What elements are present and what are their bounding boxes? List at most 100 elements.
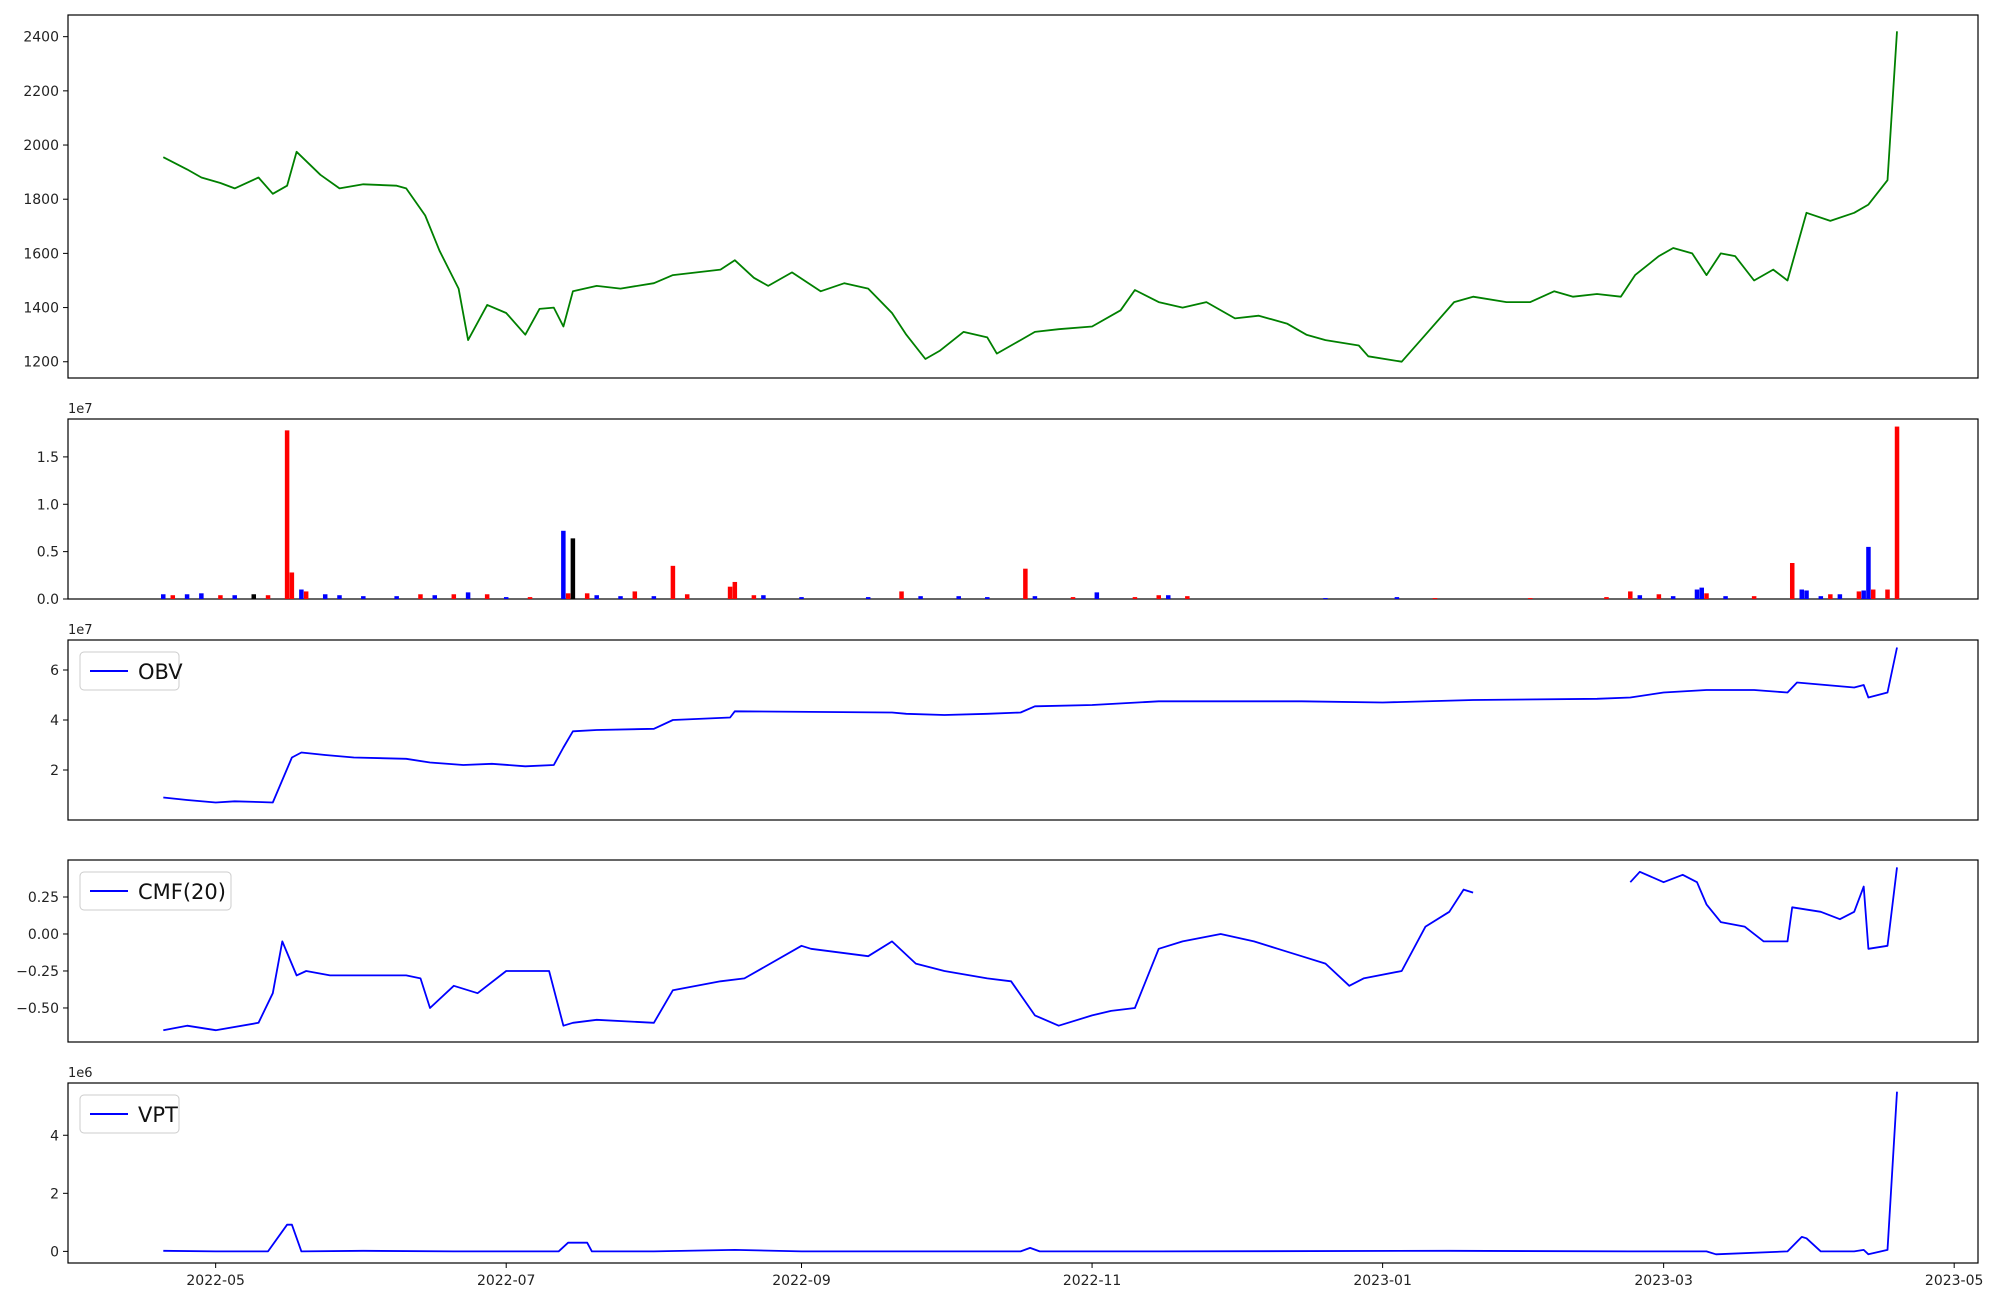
volume-bar [1023,568,1028,599]
volume-bar [1699,587,1704,599]
volume-multiplier: 1e7 [68,402,93,417]
cmf-series-line [163,888,1474,1032]
volume-bar [1432,598,1438,599]
xtick-label: 2022-11 [1063,1273,1122,1289]
volume-bar [484,594,490,599]
obv-series-line [163,647,1898,804]
price-series-line [162,31,1898,363]
price-ytick-label: 1400 [23,301,59,317]
volume-bar [1637,595,1643,599]
price-ytick-label: 1800 [23,192,59,208]
volume-bar [565,593,571,599]
cmf-ytick-label: 0.25 [28,890,59,906]
volume-bar [1789,563,1795,599]
xtick-label: 2022-09 [772,1273,831,1289]
volume-bar [1156,595,1161,599]
volume-bar [732,581,738,599]
volume-bar [1670,596,1676,599]
volume-bar [618,596,623,599]
volume-panel: 0.0 0.5 1.0 1.5 1e7 [37,402,1979,608]
volume-ytick-label: 0.5 [37,545,59,561]
obv-legend-box [79,651,180,691]
vpt-legend-box [79,1094,180,1134]
vpt-ytick-label: 4 [50,1128,59,1144]
vpt-ytick-label: 0 [50,1244,59,1260]
cmf-frame [67,859,1979,1043]
volume-bar [1837,594,1843,599]
volume-bar [1828,594,1833,599]
obv-legend: OBV [79,651,183,691]
volume-bar [170,595,176,599]
volume-bar [284,430,290,599]
volume-bar [451,594,457,599]
volume-bar [1870,589,1876,599]
volume-bar [918,596,923,599]
obv-legend-label: OBV [138,660,183,684]
vpt-legend-label: VPT [138,1103,178,1127]
price-ytick-label: 2200 [23,84,59,100]
volume-bar [1394,597,1400,599]
volume-ytick-label: 0.0 [37,592,59,608]
volume-ytick-label: 1.0 [37,497,59,513]
xtick-label: 2022-07 [477,1273,536,1289]
volume-bar [561,530,566,599]
price-panel: 1200 1400 1600 1800 2000 2200 2400 [23,14,1979,379]
volume-bar [1694,589,1700,599]
obv-frame [67,639,1979,821]
volume-bar [299,589,304,599]
vpt-multiplier: 1e6 [68,1066,93,1081]
volume-bar [1885,589,1890,599]
volume-bar [899,591,904,599]
volume-bar [1804,590,1809,599]
price-frame [67,14,1979,379]
volume-bar [199,593,204,599]
cmf-ytick-label: −0.50 [16,1001,59,1017]
cmf-legend-box [79,871,232,911]
volume-bar [1132,597,1138,599]
volume-bar [161,594,166,599]
vpt-frame [67,1082,1979,1264]
volume-bar [1704,593,1709,599]
volume-bar [1894,426,1900,599]
volume-bar [632,591,638,599]
volume-bar [1323,598,1328,599]
cmf-ytick-label: 0.00 [28,927,59,943]
price-ytick-label: 1200 [23,355,59,371]
obv-panel: 2 4 6 1e7 OBV [50,623,1979,821]
volume-bar [1628,591,1633,599]
volume-bar [570,538,576,599]
price-ytick-label: 2400 [23,30,59,46]
price-ytick-label: 2000 [23,138,59,154]
volume-bar [265,595,271,599]
volume-ytick-label: 1.5 [37,450,59,466]
volume-bar [361,596,366,599]
volume-bar [1856,591,1862,599]
volume-bar [594,595,599,599]
obv-ytick-label: 6 [50,663,59,679]
volume-bar [727,586,733,599]
volume-bar [218,595,223,599]
volume-bar [1751,596,1757,599]
volume-bar [799,597,804,599]
volume-bar [1861,590,1866,599]
volume-bar [1799,589,1805,599]
obv-multiplier: 1e7 [68,623,93,638]
volume-bar [1166,595,1171,599]
volume-bar [418,594,423,599]
volume-bar [289,572,295,599]
volume-bar [232,595,237,599]
cmf-legend: CMF(20) [79,871,232,911]
volume-bar [1604,597,1609,599]
vpt-panel: 0 2 4 1e6 VPT 2022-05 2022-07 2022-09 2022-11 202… [50,1066,1983,1289]
volume-bar [985,597,990,599]
volume-bar [1723,596,1728,599]
volume-bar [322,594,328,599]
xtick-label: 2023-01 [1353,1273,1412,1289]
volume-bar [956,596,961,599]
volume-bar [1185,596,1190,599]
volume-bar [251,594,257,599]
volume-bar [865,597,871,599]
volume-bar [184,594,190,599]
obv-ytick-label: 4 [50,713,59,729]
